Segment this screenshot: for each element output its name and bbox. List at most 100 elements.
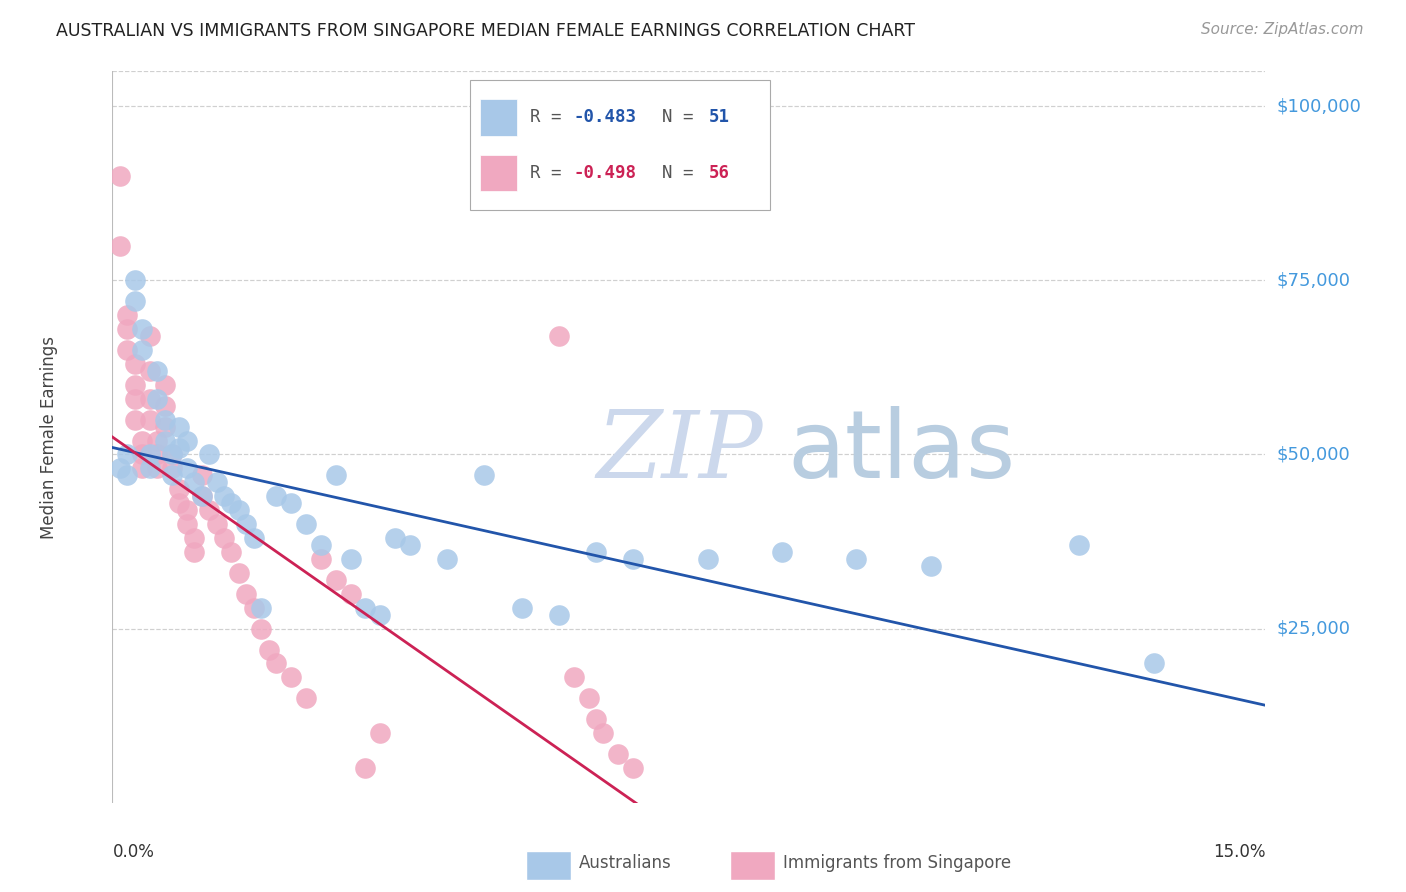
Point <box>1069 538 1091 552</box>
Point <box>264 489 287 503</box>
Point <box>124 412 146 426</box>
Point <box>124 392 146 406</box>
Point <box>131 448 153 462</box>
Point <box>621 761 644 775</box>
Text: Source: ZipAtlas.com: Source: ZipAtlas.com <box>1201 22 1364 37</box>
Point <box>117 468 139 483</box>
Point <box>585 712 607 726</box>
Point <box>117 308 139 322</box>
Point <box>920 558 942 573</box>
Text: N =: N = <box>662 164 704 182</box>
Point <box>325 468 347 483</box>
FancyBboxPatch shape <box>481 154 517 191</box>
Point <box>325 573 347 587</box>
Point <box>1143 657 1166 671</box>
Point <box>183 545 205 559</box>
Text: -0.498: -0.498 <box>574 164 637 182</box>
Point <box>228 566 250 580</box>
Text: R =: R = <box>530 109 572 127</box>
Point <box>146 434 169 448</box>
Point <box>696 552 718 566</box>
Point <box>138 412 160 426</box>
Point <box>160 468 183 483</box>
Point <box>212 489 235 503</box>
Point <box>131 343 153 357</box>
Point <box>235 517 257 532</box>
Point <box>295 517 318 532</box>
Point <box>138 364 160 378</box>
Point <box>190 468 212 483</box>
Point <box>250 622 273 636</box>
Point <box>770 545 793 559</box>
Point <box>169 441 191 455</box>
Point <box>198 503 221 517</box>
Point <box>354 600 377 615</box>
Point <box>354 761 377 775</box>
Point <box>124 357 146 371</box>
Point <box>592 726 614 740</box>
Point <box>117 322 139 336</box>
Point <box>280 496 302 510</box>
Text: $75,000: $75,000 <box>1277 271 1351 289</box>
Point <box>339 587 361 601</box>
Point <box>131 322 153 336</box>
FancyBboxPatch shape <box>470 80 769 211</box>
Text: 56: 56 <box>709 164 730 182</box>
Point <box>138 392 160 406</box>
Point <box>131 434 153 448</box>
Point <box>205 517 228 532</box>
Point <box>339 552 361 566</box>
Point <box>264 657 287 671</box>
Point <box>243 531 266 545</box>
Text: $100,000: $100,000 <box>1277 97 1361 115</box>
Point <box>845 552 868 566</box>
Point <box>176 434 198 448</box>
Point <box>153 399 176 413</box>
Point <box>198 448 221 462</box>
Point <box>212 531 235 545</box>
Point <box>257 642 280 657</box>
Point <box>190 489 212 503</box>
Point <box>578 691 600 706</box>
Point <box>176 461 198 475</box>
Text: N =: N = <box>662 109 704 127</box>
Point <box>108 461 131 475</box>
Point <box>146 448 169 462</box>
Point <box>146 364 169 378</box>
Point <box>607 747 630 761</box>
Point <box>176 503 198 517</box>
Point <box>117 343 139 357</box>
Text: $50,000: $50,000 <box>1277 445 1350 464</box>
Point <box>160 448 183 462</box>
Point <box>547 607 569 622</box>
Point <box>368 607 391 622</box>
Text: AUSTRALIAN VS IMMIGRANTS FROM SINGAPORE MEDIAN FEMALE EARNINGS CORRELATION CHART: AUSTRALIAN VS IMMIGRANTS FROM SINGAPORE … <box>56 22 915 40</box>
Point <box>221 545 243 559</box>
Point <box>205 475 228 490</box>
Point <box>243 600 266 615</box>
Point <box>169 419 191 434</box>
Point <box>138 461 160 475</box>
FancyBboxPatch shape <box>481 99 517 136</box>
Point <box>153 412 176 426</box>
Point <box>169 496 191 510</box>
Text: -0.483: -0.483 <box>574 109 637 127</box>
Point <box>368 726 391 740</box>
Point <box>153 419 176 434</box>
Point <box>183 531 205 545</box>
Text: 0.0%: 0.0% <box>112 843 155 861</box>
Point <box>124 273 146 287</box>
Point <box>221 496 243 510</box>
Text: R =: R = <box>530 164 572 182</box>
Text: 15.0%: 15.0% <box>1213 843 1265 861</box>
Point <box>474 468 496 483</box>
Point <box>124 377 146 392</box>
Point <box>235 587 257 601</box>
Point <box>585 545 607 559</box>
Point <box>436 552 458 566</box>
Point <box>153 434 176 448</box>
Point <box>160 448 183 462</box>
Point <box>399 538 422 552</box>
Text: ZIP: ZIP <box>596 407 763 497</box>
Point <box>384 531 406 545</box>
